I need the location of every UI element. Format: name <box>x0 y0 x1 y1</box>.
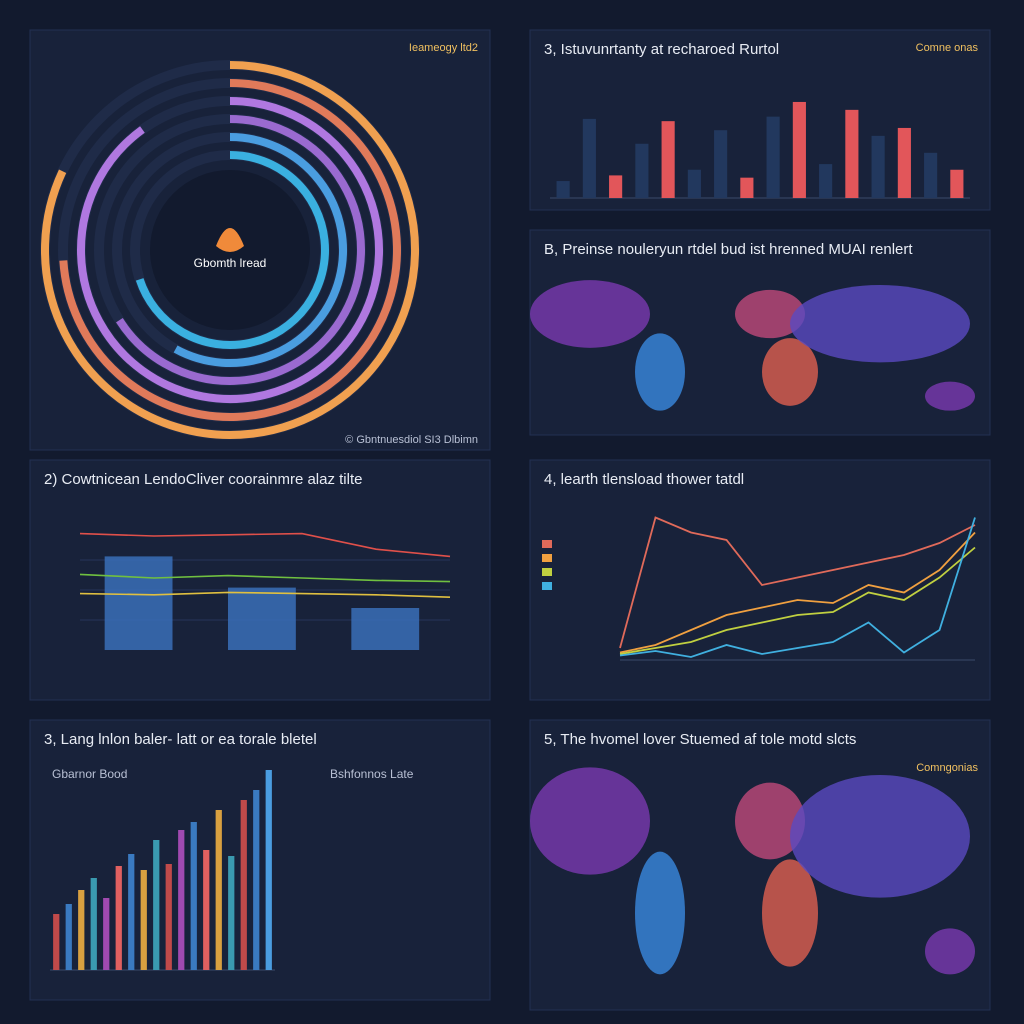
bar <box>165 864 172 970</box>
bar <box>766 116 780 198</box>
bar <box>792 101 806 198</box>
bar <box>240 800 247 970</box>
bar <box>661 121 675 198</box>
bar <box>90 878 97 970</box>
legend-swatch <box>542 582 552 590</box>
panel-title: 4, learth tlensload thower tatdl <box>544 471 744 488</box>
ring-arc <box>59 79 401 421</box>
bar <box>190 822 197 970</box>
bar <box>582 118 596 198</box>
land <box>925 928 975 975</box>
bar <box>609 175 623 198</box>
land <box>635 333 685 411</box>
bar <box>215 810 222 970</box>
bar <box>53 914 60 970</box>
line <box>79 532 451 558</box>
bar <box>819 164 833 198</box>
panel-title: 5, The hvomel lover Stuemed af tole motd… <box>544 731 856 748</box>
panel-title: B, Preinse nouleryun rtdel bud ist hrenn… <box>544 241 913 258</box>
legend-swatch <box>542 540 552 548</box>
bar <box>740 177 754 198</box>
bar <box>924 152 938 198</box>
panel-title: 3, Istuvunrtanty at recharoed Rurtol <box>544 41 779 58</box>
bar <box>103 898 110 970</box>
land <box>530 767 650 875</box>
legend-label: Comne onas <box>916 42 979 54</box>
bar <box>635 143 649 198</box>
bar <box>178 830 185 970</box>
panel <box>29 459 491 701</box>
panel-title: 2) Cowtnicean LendoCliver coorainmre ala… <box>44 471 363 488</box>
bar <box>845 109 859 198</box>
land <box>530 280 650 348</box>
line <box>79 573 451 583</box>
bar <box>950 169 964 198</box>
ring-arc <box>173 133 347 367</box>
land <box>925 381 975 411</box>
legend-swatch <box>542 554 552 562</box>
bar <box>714 130 728 198</box>
panel <box>529 29 991 211</box>
bar <box>78 890 85 970</box>
land <box>635 851 685 975</box>
bar <box>871 135 885 198</box>
bar <box>228 587 296 650</box>
bar <box>351 608 420 650</box>
subtitle: Gbarnor Bood <box>52 767 127 781</box>
legend-label: Comngonias <box>916 762 978 774</box>
center-label: Gbomth lread <box>194 256 267 270</box>
panel <box>29 719 491 1001</box>
bar <box>556 181 570 198</box>
panel-label: Ieameogy ltd2 <box>409 42 478 54</box>
line <box>79 591 451 598</box>
logo <box>216 228 244 252</box>
land <box>735 782 805 860</box>
bar <box>897 127 911 198</box>
ring-arc <box>135 151 329 349</box>
legend-swatch <box>542 568 552 576</box>
line <box>619 516 976 649</box>
bar <box>140 870 147 970</box>
panel <box>529 459 991 701</box>
side-label: Bshfonnos Late <box>330 767 414 781</box>
line <box>619 517 976 658</box>
panel-title: 3, Lang lnlon baler- latt or ea torale b… <box>44 731 317 748</box>
line <box>619 531 976 654</box>
ring-arc <box>116 115 365 385</box>
land <box>762 338 818 406</box>
bar <box>687 169 701 198</box>
bar <box>253 790 260 970</box>
bar <box>203 850 210 970</box>
bar <box>228 856 235 970</box>
bar <box>265 770 272 970</box>
ring-arc <box>77 97 383 403</box>
bar <box>153 840 160 970</box>
line <box>619 546 976 655</box>
bar <box>104 556 173 650</box>
land <box>790 285 970 363</box>
ring-arc <box>41 61 419 439</box>
bar <box>65 904 72 970</box>
land <box>735 289 805 339</box>
bar <box>115 866 122 970</box>
land <box>790 775 970 898</box>
land <box>762 859 818 967</box>
bar <box>128 854 135 970</box>
footer: © Gbntnuesdiol SI3 Dlbimn <box>345 434 478 446</box>
